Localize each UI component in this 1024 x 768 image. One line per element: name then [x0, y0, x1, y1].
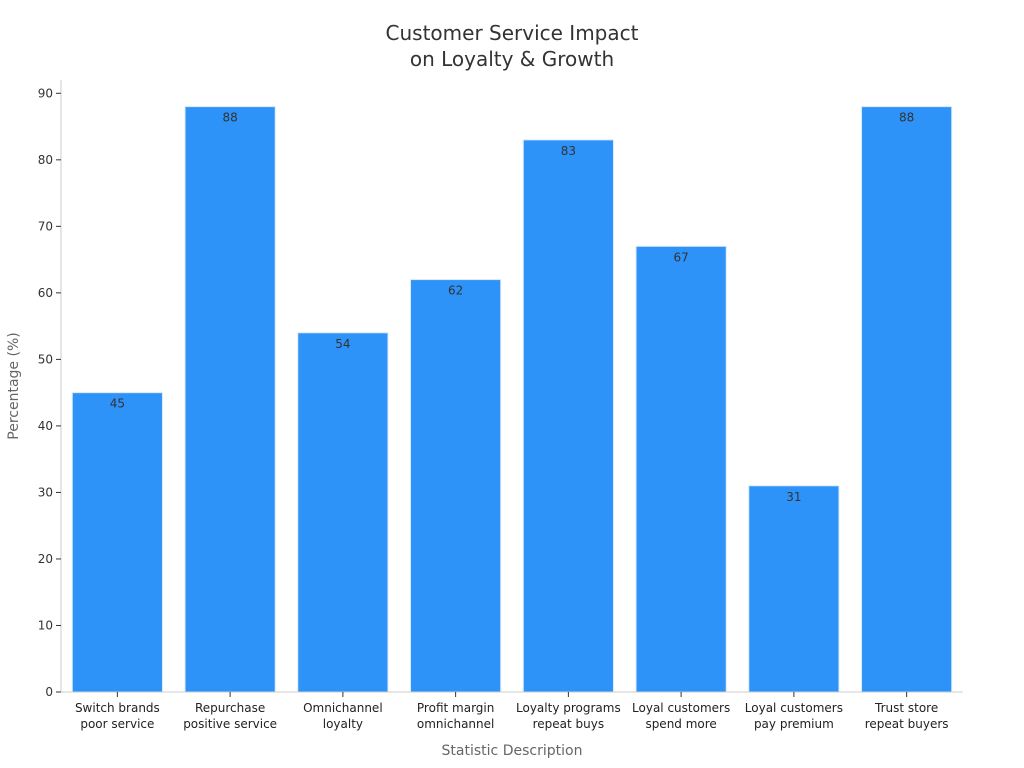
chart-title-line-2: on Loyalty & Growth	[410, 47, 614, 71]
x-tick-label: pay premium	[754, 717, 834, 731]
bar	[297, 332, 389, 693]
x-tick-label: repeat buys	[533, 717, 605, 731]
x-axis: Switch brands poor service Repurchase posit…	[61, 691, 963, 731]
y-tick-label: 0	[45, 685, 53, 699]
bar	[861, 106, 953, 693]
x-tick-label: Profit margin	[417, 701, 494, 715]
x-axis-label: Statistic Description	[442, 743, 583, 759]
x-tick-label: poor service	[80, 717, 154, 731]
y-tick-label: 60	[38, 286, 53, 300]
x-tick-label: Repurchase	[195, 701, 265, 715]
y-tick-label: 70	[38, 219, 53, 233]
x-tick-label: repeat buyers	[865, 717, 949, 731]
data-label: 88	[222, 111, 237, 125]
data-label: 88	[899, 111, 914, 125]
y-tick-label: 40	[38, 419, 53, 433]
x-tick-label: omnichannel	[417, 717, 494, 731]
y-tick-label: 90	[38, 86, 53, 100]
bar	[522, 139, 614, 693]
data-label: 67	[673, 250, 688, 264]
bar	[748, 485, 840, 693]
x-tick-label: positive service	[183, 717, 277, 731]
y-tick-label: 30	[38, 485, 53, 499]
x-tick-label: Loyalty programs	[516, 701, 621, 715]
y-tick-label: 80	[38, 153, 53, 167]
y-tick-label: 20	[38, 552, 53, 566]
x-tick-label: loyalty	[323, 717, 363, 731]
x-tick-label: spend more	[645, 717, 716, 731]
bar	[410, 279, 502, 693]
data-label: 54	[335, 337, 350, 351]
data-label: 83	[561, 144, 576, 158]
bar	[635, 245, 727, 693]
y-tick-label: 10	[38, 618, 53, 632]
x-tick-label: Loyal customers	[632, 701, 730, 715]
x-tick-label: Omnichannel	[303, 701, 383, 715]
y-axis: 0 10 20 30 40 50 60 70 80 90	[38, 80, 62, 699]
x-tick-label: Trust store	[874, 701, 938, 715]
bar	[71, 392, 163, 693]
data-labels-group: 45 88 54 62 83 67 31 88	[110, 111, 915, 504]
y-tick-label: 50	[38, 352, 53, 366]
bar	[184, 106, 276, 693]
y-axis-label: Percentage (%)	[6, 332, 22, 439]
bars-group	[71, 106, 953, 693]
x-tick-label: Loyal customers	[745, 701, 843, 715]
data-label: 45	[110, 397, 125, 411]
x-tick-label: Switch brands	[75, 701, 160, 715]
chart-title-line-1: Customer Service Impact	[386, 21, 639, 45]
data-label: 31	[786, 490, 801, 504]
data-label: 62	[448, 284, 463, 298]
